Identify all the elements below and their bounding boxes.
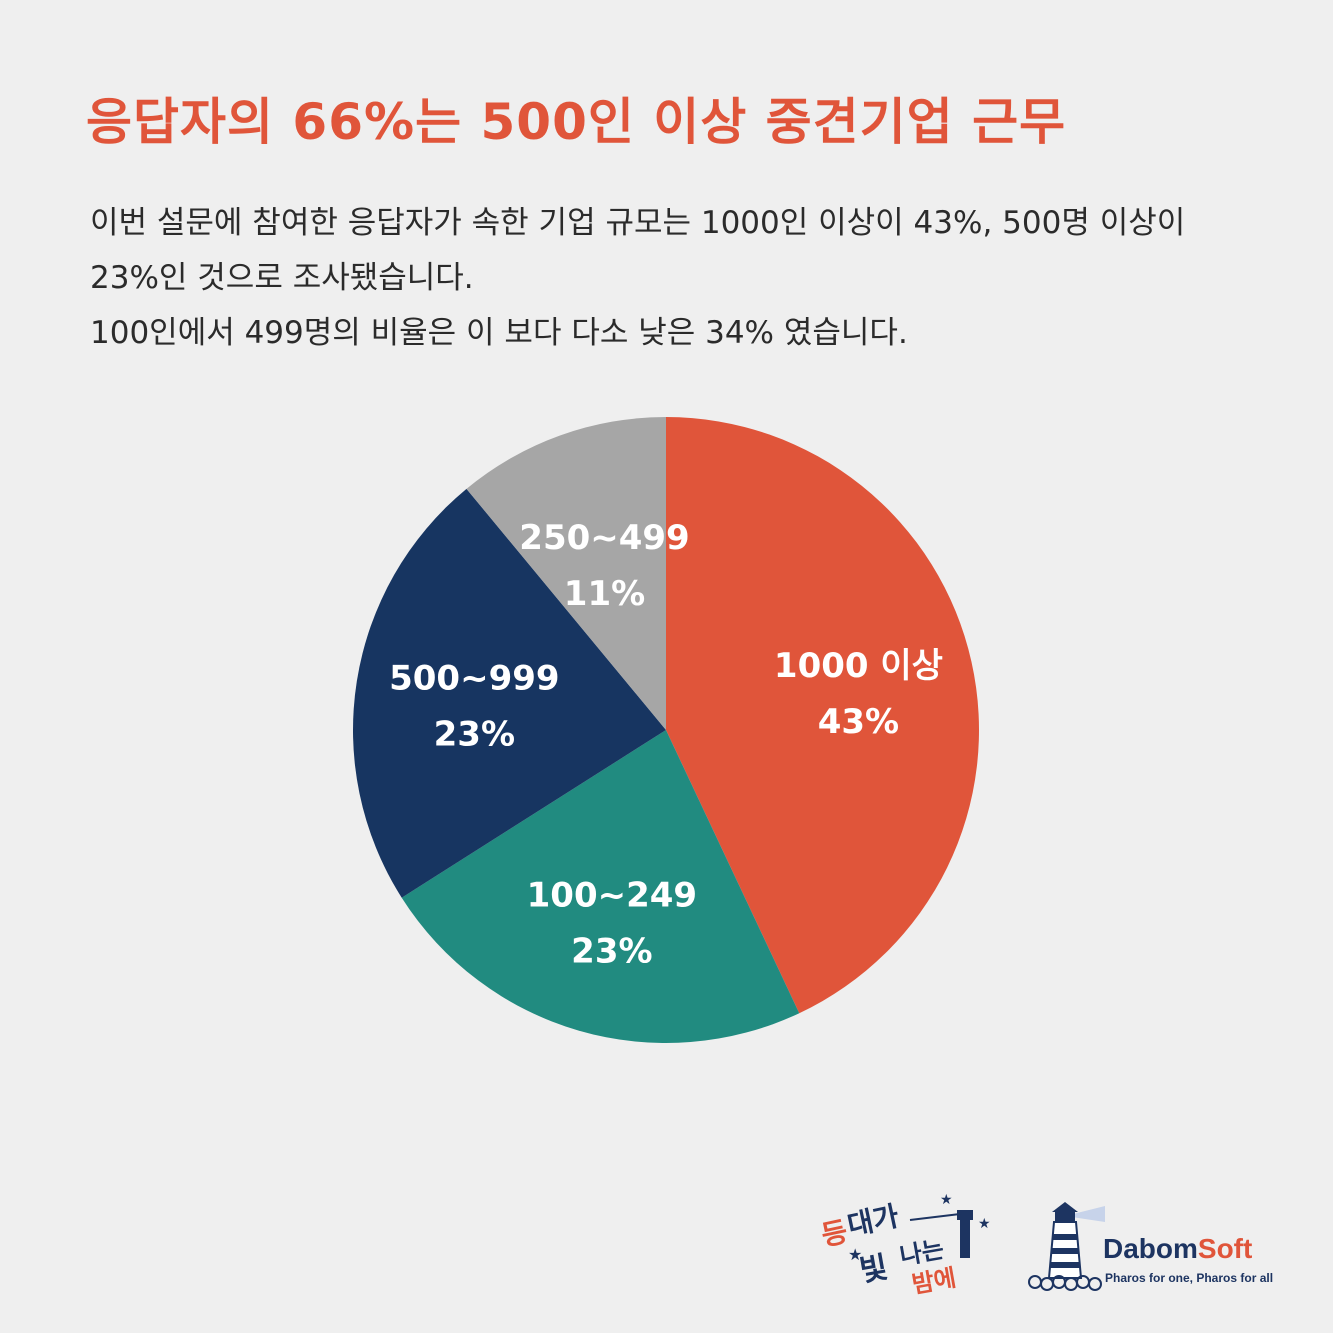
slice-category-label: 1000 이상 [774,646,943,686]
slice-value-label: 23% [434,715,515,755]
brand-name: DabomSoft [1103,1233,1252,1265]
dabomsoft-logo: DabomSoft Pharos for one, Pharos for all [1025,1198,1295,1293]
svg-text:대가: 대가 [844,1199,901,1242]
pie-slice [352,488,666,898]
description-line-1: 이번 설문에 참여한 응답자가 속한 기업 규모는 1000인 이상이 43%,… [90,205,1186,241]
pie-slices [352,417,979,1043]
pie-labels: 1000 이상 43% 100~249 23% 500~999 23% 250~499 11% [389,518,943,971]
slice-value-label: 23% [571,931,652,971]
slice-value-label: 43% [818,702,899,742]
footer-logos: 등 대가 빛 나는 밤에 ★ ★ ★ Da [818,1190,1300,1300]
svg-text:빛: 빛 [857,1250,890,1289]
brand-dabom: Dabom [1103,1233,1198,1264]
svg-text:★: ★ [978,1216,991,1232]
svg-text:★: ★ [848,1245,862,1264]
pie-slice [666,417,979,1014]
lighthouse-icon [1028,1202,1105,1291]
event-logo: 등 대가 빛 나는 밤에 ★ ★ ★ [818,1190,995,1299]
svg-text:★: ★ [940,1192,953,1208]
slice-category-label: 500~999 [389,659,559,699]
pie-slice [466,417,666,730]
description-line-3: 100인에서 499명의 비율은 이 보다 다소 낮은 34% 였습니다. [90,315,908,351]
svg-text:밤에: 밤에 [910,1264,958,1295]
slice-category-label: 250~499 [519,518,689,558]
slice-value-label: 11% [564,574,645,614]
event-logo-image: 등 대가 빛 나는 밤에 ★ ★ ★ [818,1192,991,1299]
svg-text:나는: 나는 [898,1235,946,1270]
page-title: 응답자의 66%는 500인 이상 중견기업 근무 [86,93,1067,151]
brand-soft: Soft [1197,1233,1253,1264]
description: 이번 설문에 참여한 응답자가 속한 기업 규모는 1000인 이상이 43%,… [90,196,1310,361]
brand-tagline: Pharos for one, Pharos for all [1105,1271,1274,1285]
description-line-2: 23%인 것으로 조사됐습니다. [90,260,474,296]
pie-slice [401,730,800,1043]
slice-category-label: 100~249 [527,875,697,915]
